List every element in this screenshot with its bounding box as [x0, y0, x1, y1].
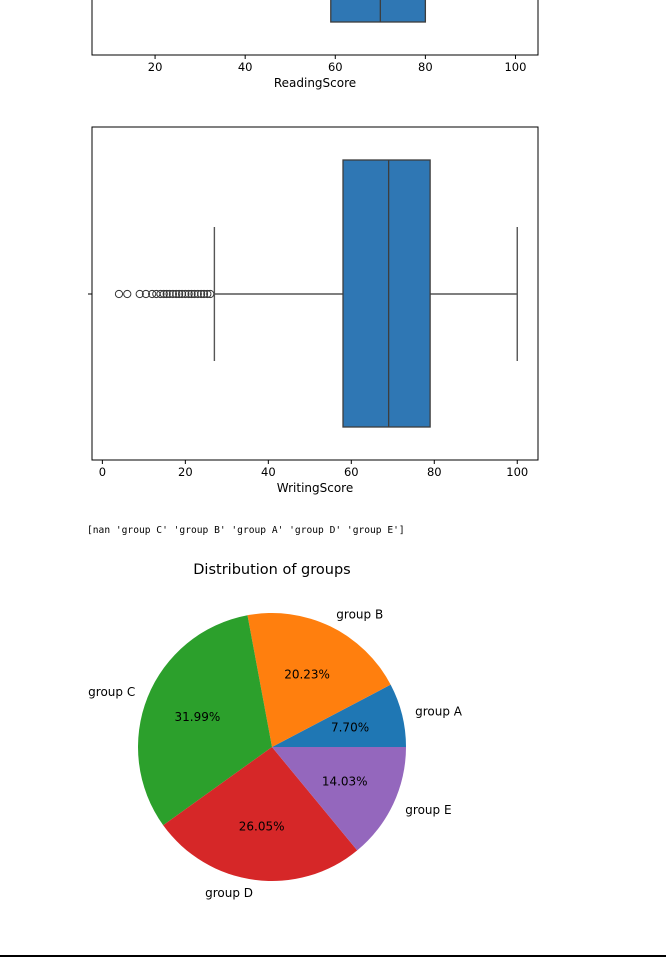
outlier-point: [156, 289, 165, 299]
pie-slice-group-a: [272, 684, 406, 747]
pie-percent-label: 14.03%: [322, 774, 368, 788]
pie-label: group A: [415, 705, 463, 719]
pie-slice-group-b: [247, 613, 391, 747]
outlier-point: [172, 289, 181, 299]
pie-slice-group-d: [163, 747, 358, 881]
outlier-point: [162, 289, 171, 299]
x-tick-label: 100: [506, 465, 528, 479]
pie-percent-label: 26.05%: [239, 820, 285, 834]
x-tick-label: 40: [238, 60, 253, 74]
outlier-point: [190, 289, 199, 299]
printed-output: [nan 'group C' 'group B' 'group A' 'grou…: [87, 525, 405, 536]
outlier-point: [177, 289, 187, 299]
x-tick-label: 20: [148, 60, 163, 74]
outlier-point: [141, 289, 151, 299]
writing-score-boxplot: 0 20 40 60 80 100 WritingScore: [88, 126, 539, 495]
pie-label: group C: [88, 685, 135, 699]
x-axis-title: WritingScore: [277, 481, 353, 495]
x-tick-label: 100: [504, 60, 526, 74]
group-distribution-pie-chart: Distribution of groups group A 7.70% group …: [88, 562, 463, 900]
outlier-point: [206, 289, 215, 299]
outlier-point: [203, 289, 212, 299]
outlier-point: [114, 289, 124, 299]
pie-label: group E: [405, 803, 451, 817]
outlier-point: [184, 289, 193, 299]
x-tick-label: 20: [178, 465, 193, 479]
outlier-point: [168, 289, 178, 299]
outlier-point: [148, 289, 157, 299]
pie-slice-group-c: [138, 615, 272, 826]
outlier-point: [175, 289, 184, 299]
x-tick-label: 80: [427, 465, 442, 479]
x-tick-label: 0: [99, 465, 106, 479]
pie-percent-label: 31.99%: [175, 710, 221, 724]
iqr-box: [342, 159, 431, 428]
pie-percent-label: 20.23%: [284, 668, 330, 682]
page-bottom-border: [0, 955, 666, 957]
pie-label: group B: [336, 607, 383, 621]
outlier-point: [165, 289, 174, 299]
pie-slice-group-e: [272, 747, 407, 851]
outlier-point: [199, 289, 209, 299]
x-axis-title: ReadingScore: [274, 76, 356, 90]
iqr-box: [330, 0, 427, 23]
pie-percent-label: 7.70%: [331, 721, 369, 735]
reading-score-boxplot: 20 40 60 80 100 ReadingScore: [91, 0, 539, 90]
outlier-point: [159, 289, 168, 299]
outlier-point: [123, 289, 132, 299]
outlier-point: [181, 289, 190, 299]
x-tick-label: 40: [261, 465, 276, 479]
outlier-point: [187, 289, 196, 299]
outlier-point: [197, 289, 206, 299]
pie-label: group D: [205, 886, 253, 900]
outlier-point: [152, 289, 161, 299]
x-tick-label: 80: [418, 60, 433, 74]
outlier-point: [193, 289, 202, 299]
outlier-point: [135, 289, 144, 299]
x-tick-label: 60: [328, 60, 343, 74]
x-tick-label: 60: [344, 465, 359, 479]
plot-frame: [91, 0, 539, 56]
pie-title: Distribution of groups: [193, 562, 350, 578]
